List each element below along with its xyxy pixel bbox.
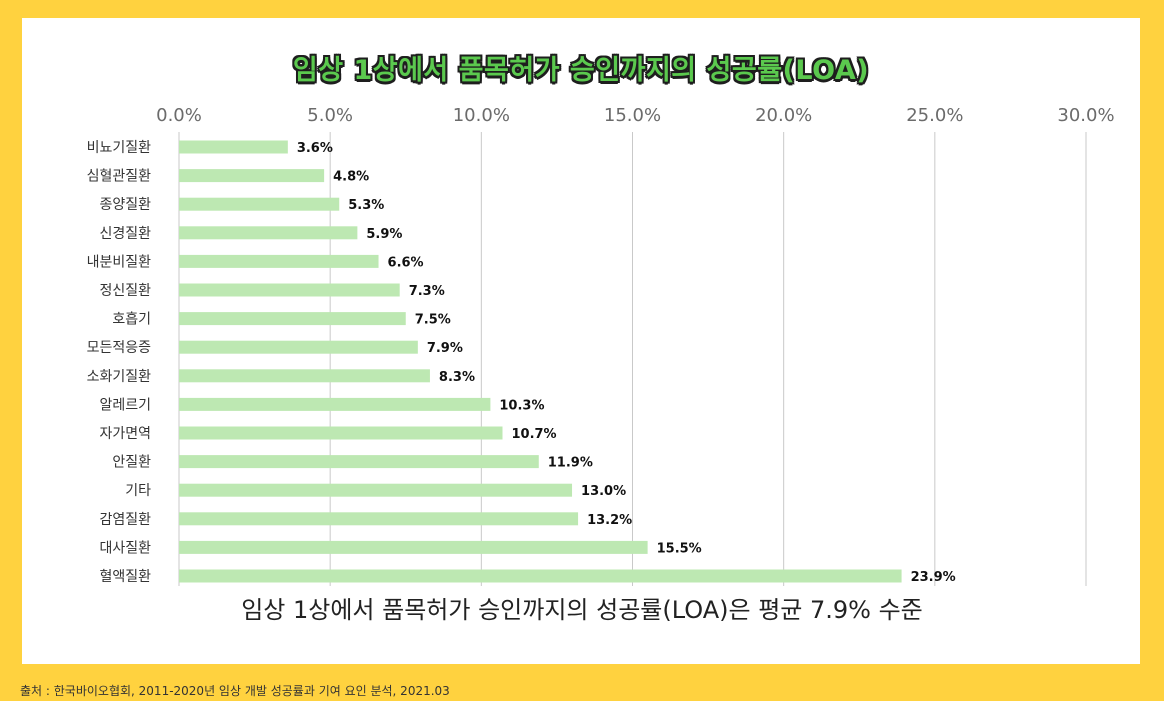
category-label: 심혈관질환 (87, 169, 152, 185)
bar (179, 169, 325, 183)
x-tick-label: 10.0% (453, 105, 510, 126)
category-label: 신경질환 (99, 226, 151, 242)
category-label: 알레르기 (99, 397, 151, 413)
category-label: 소화기질환 (87, 369, 152, 385)
bar (179, 254, 379, 268)
data-label: 8.3% (439, 370, 475, 385)
bar (179, 569, 902, 583)
x-tick-label: 25.0% (906, 105, 963, 126)
category-label: 종양질환 (99, 197, 151, 213)
bar (179, 369, 430, 383)
bar (179, 426, 503, 440)
data-label: 7.9% (427, 341, 463, 356)
data-label: 10.3% (499, 398, 544, 413)
category-label: 안질환 (112, 455, 151, 471)
bar (179, 197, 340, 211)
bar (179, 312, 406, 326)
category-label: 기타 (125, 483, 151, 499)
category-label: 대사질환 (99, 540, 151, 556)
bar (179, 512, 579, 526)
chart-title: 임상 1상에서 품목허가 승인까지의 성공률(LOA) (292, 55, 870, 86)
bar (179, 283, 400, 297)
data-label: 4.8% (333, 170, 369, 185)
category-label: 혈액질환 (99, 569, 151, 585)
category-label: 모든적응증 (87, 340, 152, 356)
bar (179, 140, 288, 154)
data-label: 15.5% (657, 541, 702, 556)
bars (179, 140, 902, 583)
data-label: 13.0% (581, 484, 626, 499)
bar (179, 483, 573, 497)
category-label: 비뇨기질환 (87, 140, 152, 156)
category-label: 호흡기 (112, 312, 151, 328)
x-tick-label: 20.0% (755, 105, 812, 126)
data-label: 7.3% (409, 284, 445, 299)
data-label: 5.3% (348, 198, 384, 213)
category-label: 정신질환 (99, 283, 151, 299)
data-label: 7.5% (415, 313, 451, 328)
x-tick-label: 15.0% (604, 105, 661, 126)
data-label: 10.7% (511, 427, 556, 442)
bar (179, 340, 418, 354)
category-label: 자가면역 (99, 426, 151, 442)
x-axis-ticks: 0.0% 5.0% 10.0% 15.0% 20.0% 25.0% 30.0% (156, 105, 1114, 126)
data-label: 11.9% (548, 456, 593, 471)
x-tick-label: 5.0% (307, 105, 353, 126)
data-label: 6.6% (388, 255, 424, 270)
category-labels: 비뇨기질환심혈관질환종양질환신경질환내분비질환정신질환호흡기모든적응증소화기질환… (87, 140, 152, 585)
x-tick-label: 30.0% (1057, 105, 1114, 126)
data-label: 23.9% (911, 570, 956, 585)
data-labels: 3.6%4.8% 5.3% 5.9% 6.6% 7.3% 7.5% 7.9% 8.3% 10.3… (297, 141, 956, 585)
bar (179, 455, 539, 469)
bar (179, 226, 358, 240)
data-label: 5.9% (366, 227, 402, 242)
bar (179, 540, 648, 554)
category-label: 내분비질환 (87, 254, 152, 270)
summary-text: 임상 1상에서 품목허가 승인까지의 성공률(LOA)은 평균 7.9% 수준 (241, 596, 923, 624)
data-label: 3.6% (297, 141, 333, 156)
bar (179, 397, 491, 411)
source-note: 출처 : 한국바이오협회, 2011-2020년 임상 개발 성공률과 기여 요… (20, 684, 450, 698)
x-tick-label: 0.0% (156, 105, 202, 126)
category-label: 감염질환 (99, 512, 151, 528)
data-label: 13.2% (587, 513, 632, 528)
